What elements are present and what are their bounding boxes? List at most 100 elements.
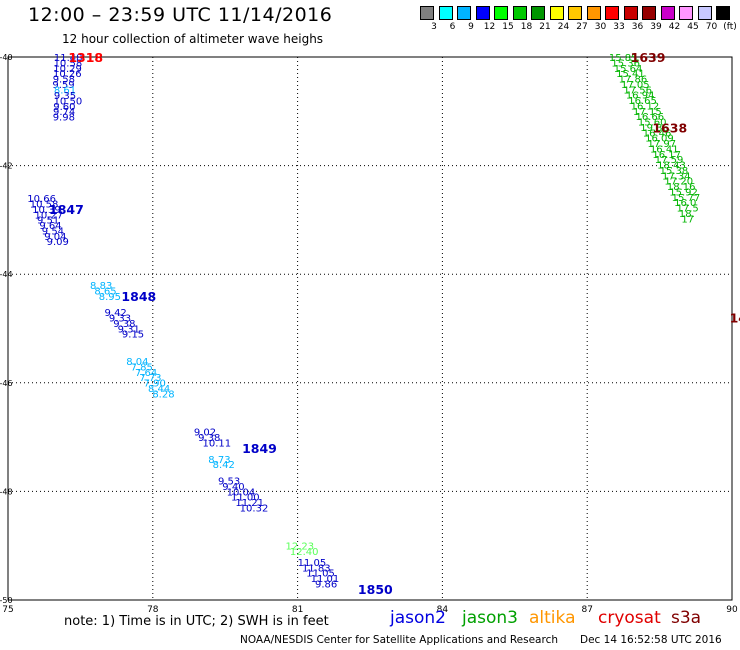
swh-value: 18.43 <box>657 161 686 172</box>
scale-swatch <box>512 6 527 20</box>
swh-value: 7.73 <box>139 373 161 384</box>
swh-value: 9.42 <box>105 308 127 319</box>
lon-tick-label: 81 <box>292 605 303 615</box>
swh-value: 10.58 <box>30 200 59 211</box>
swh-value: 16.66 <box>635 112 664 123</box>
swh-value: 16.94 <box>626 91 655 102</box>
swh-value: 15.36 <box>611 58 640 69</box>
swh-value: 16.65 <box>628 96 657 107</box>
scale-swatch <box>605 6 619 20</box>
mission-legend-altika: altika <box>529 608 576 628</box>
swh-value: 15.77 <box>672 193 701 204</box>
scale-swatch <box>420 6 434 20</box>
swh-value: 11.21 <box>235 498 264 509</box>
scale-label: 18 <box>520 22 533 32</box>
map-frame <box>7 56 733 601</box>
swh-value: 15.38 <box>660 166 689 177</box>
swh-value: 16.46 <box>643 128 672 139</box>
mission-legend-jason2: jason2 <box>390 608 446 628</box>
scale-label: 36 <box>631 22 644 32</box>
mission-legend-s3a: s3a <box>671 608 702 628</box>
scale-swatch <box>586 6 601 20</box>
lon-tick-label: 90 <box>726 605 738 615</box>
swh-value: 9.40 <box>222 482 244 493</box>
scale-swatch <box>697 6 712 20</box>
mission-legend-cryosat: cryosat <box>598 608 661 628</box>
swh-value: 19.36 <box>640 123 669 134</box>
swh-value: 17.86 <box>619 75 648 86</box>
pass-number-label: 1850 <box>358 582 393 597</box>
pass-number-label: 1849 <box>242 441 277 456</box>
scale-swatch <box>531 6 545 20</box>
swh-value: 17.05 <box>621 80 650 91</box>
swh-value: 16.0 <box>674 198 696 209</box>
swh-value: 8.61 <box>54 86 76 97</box>
swh-value: 15.60 <box>638 118 667 129</box>
swh-value: 9.38 <box>198 433 220 444</box>
swh-value: 11.01 <box>311 574 340 585</box>
swh-value: 12.23 <box>286 542 315 553</box>
scale-swatch <box>716 6 730 20</box>
scale-label: 42 <box>668 22 681 32</box>
scale-swatch <box>494 6 508 20</box>
scale-label: 3 <box>431 22 437 32</box>
swh-value: 17.97 <box>648 139 677 150</box>
swh-value: 16.09 <box>645 134 674 145</box>
swh-value: 10.50 <box>54 96 83 107</box>
swh-value: 9.04 <box>44 232 66 243</box>
swh-value: 7.85 <box>131 362 153 373</box>
map-title: 12:00 – 23:59 UTC 11/14/2016 <box>28 4 333 26</box>
swh-value: 9.53 <box>218 477 240 488</box>
swh-value: 17.56 <box>623 85 652 96</box>
swh-value: 8.65 <box>94 286 116 297</box>
swh-value: 11.05 <box>306 569 335 580</box>
swh-value: 15.85 <box>609 53 638 64</box>
scale-label: 6 <box>449 22 456 32</box>
mission-legend-jason3: jason3 <box>462 608 518 628</box>
scale-swatch <box>642 6 656 20</box>
swh-value: 17 <box>681 214 694 225</box>
swh-value: 11.48 <box>54 53 83 64</box>
swh-value: 17.59 <box>655 155 684 166</box>
swh-value: 9.58 <box>53 75 75 86</box>
scale-label: (ft) <box>723 22 737 32</box>
credit-line: NOAA/NESDIS Center for Satellite Applica… <box>240 634 558 646</box>
scale-label: 9 <box>468 22 474 32</box>
swh-value: 9.38 <box>113 319 135 330</box>
swh-value: 17.34 <box>662 171 691 182</box>
swh-value: 9.64 <box>39 221 61 232</box>
scale-swatch <box>679 6 693 20</box>
swh-value: 18.16 <box>667 182 696 193</box>
lon-tick-label: 75 <box>2 605 13 615</box>
swh-value: 9.09 <box>47 237 69 248</box>
swh-value: 10.29 <box>53 64 82 75</box>
swh-value: 15.64 <box>614 64 643 75</box>
swh-value: 8.95 <box>99 292 121 303</box>
scale-label: 24 <box>557 22 570 32</box>
lon-tick-label: 78 <box>147 605 159 615</box>
scale-label: 27 <box>576 22 588 32</box>
swh-value: 16.41 <box>650 144 679 155</box>
swh-value: 9.86 <box>315 579 337 590</box>
scale-swatch <box>457 6 471 20</box>
map-subtitle: 12 hour collection of altimeter wave hei… <box>62 32 324 46</box>
scale-label: 45 <box>687 22 699 32</box>
scale-label: 33 <box>613 22 625 32</box>
scale-swatch <box>568 6 582 20</box>
swh-value: 9.59 <box>52 80 74 91</box>
swh-value: 10.58 <box>54 58 83 69</box>
pass-number-label: 1848 <box>121 289 156 304</box>
footnote: note: 1) Time is in UTC; 2) SWH is in fe… <box>64 614 329 629</box>
swh-value: 8.44 <box>148 384 170 395</box>
swh-value: 9.54 <box>42 226 64 237</box>
lat-tick-label: -44 <box>0 270 13 279</box>
swh-value: 15.92 <box>669 187 698 198</box>
scale-label: 39 <box>650 22 662 32</box>
pass-number-label: 1639 <box>631 50 666 65</box>
lon-tick-label: 87 <box>581 605 592 615</box>
swh-value: 11.00 <box>231 493 260 504</box>
swh-value: 10.04 <box>227 487 256 498</box>
pass-number-label: 1847 <box>49 202 84 217</box>
swh-value: 7.64 <box>135 368 157 379</box>
